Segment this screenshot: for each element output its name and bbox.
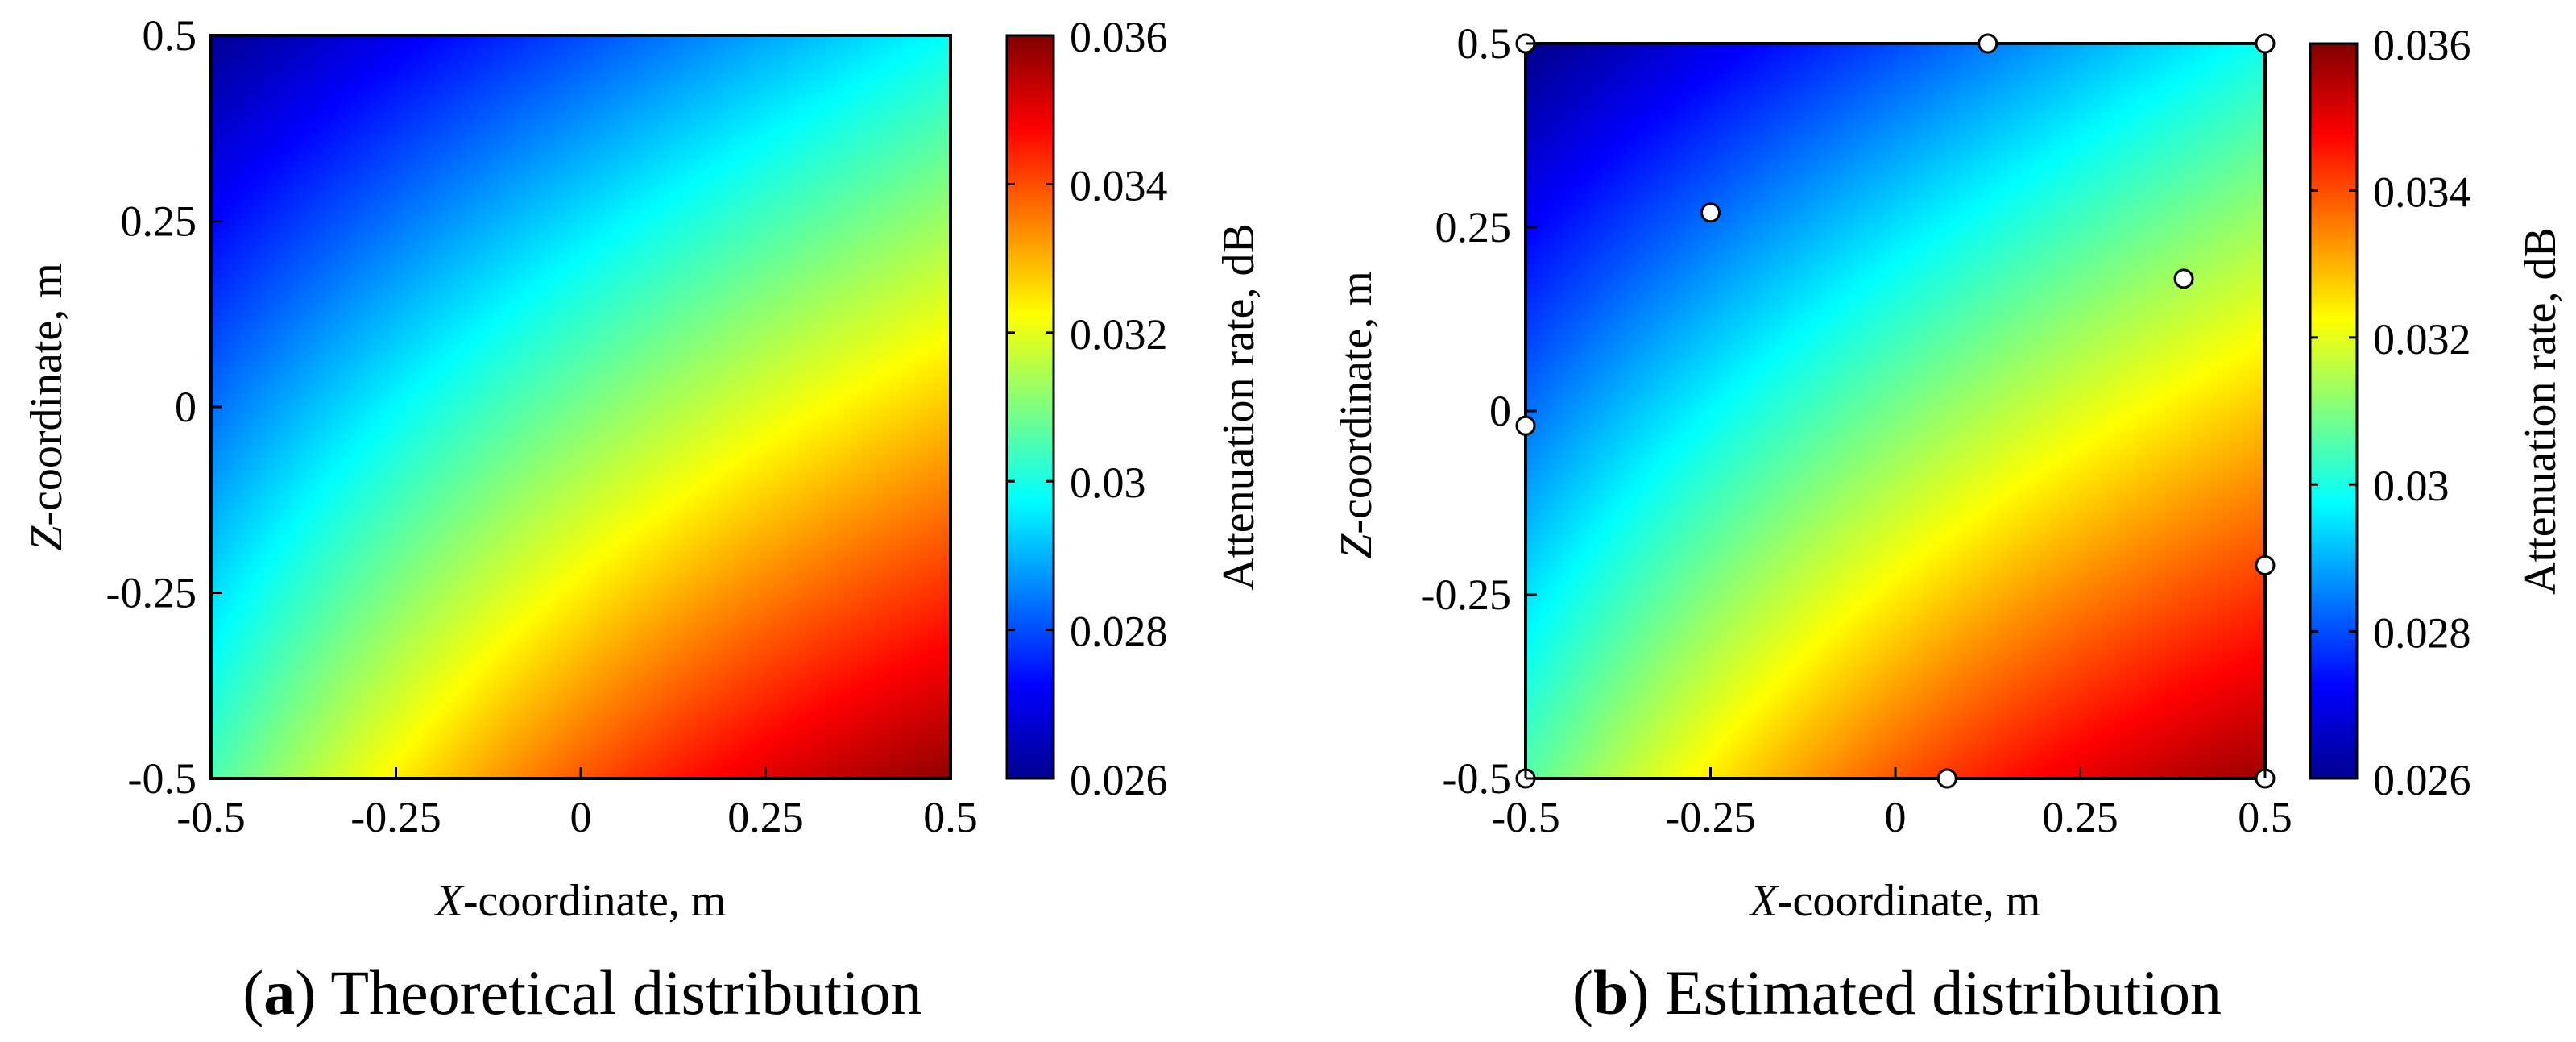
colorbar-tick-label-a: 0.028	[1070, 608, 1168, 656]
y-tick-label-a: 0.25	[121, 197, 197, 246]
y-axis-label-a: Z-coordinate, m	[22, 263, 72, 551]
y-tick-label-a: -0.25	[106, 569, 197, 617]
y-ticks-a: -0.5 -0.25 0 0.25 0.5	[106, 11, 222, 803]
x-tick-label-b: 0.25	[2042, 793, 2118, 841]
colorbar-tick-label-a: 0.032	[1070, 310, 1168, 359]
x-tick-label-b: 0.5	[2238, 793, 2292, 841]
x-tick-label-a: 0	[570, 793, 592, 841]
sensor-point	[1936, 768, 1957, 789]
x-axis-label-b: X-coordinate, m	[1749, 876, 2041, 926]
y-tick-label-b: -0.25	[1421, 571, 1511, 619]
colorbar-a	[1005, 34, 1055, 780]
y-tick-label-b: 0.5	[1457, 19, 1512, 68]
x-tick-label-b: 0	[1885, 793, 1907, 841]
colorbar-tick-label-b: 0.036	[2373, 21, 2471, 69]
colorbar-tick-label-a: 0.03	[1070, 459, 1146, 507]
colorbar-tick-label-a: 0.034	[1070, 161, 1168, 210]
y-tick-label-a: -0.5	[128, 754, 197, 803]
colorbar-tick-label-b: 0.034	[2373, 168, 2471, 216]
y-tick-label-b: -0.5	[1443, 754, 1511, 803]
x-tick-label-a: 0.5	[923, 793, 978, 841]
y-tick-label-a: 0.5	[143, 11, 197, 60]
colorbar-label-b: Attenuation rate, dB	[2516, 227, 2566, 595]
x-tick-label-b: -0.25	[1665, 793, 1755, 841]
heatmap-a	[211, 35, 950, 778]
x-tick-label-a: -0.25	[350, 793, 441, 841]
panel-b-estimated: -0.5 -0.25 0 0.25 0.5 -0.5 -0.25 0 0.25 0.5 X-co…	[1331, 19, 2566, 1027]
sensor-points-b	[1515, 33, 2276, 789]
x-tick-label-a: -0.5	[176, 793, 245, 841]
sensor-point	[1515, 415, 1536, 436]
colorbar-ticks-b: 0.026 0.028 0.03 0.032 0.034 0.036	[2310, 21, 2471, 804]
colorbar-tick-label-b: 0.026	[2373, 756, 2471, 804]
x-ticks-a: -0.5 -0.25 0 0.25 0.5	[176, 767, 978, 841]
caption-b: (b) Estimated distribution	[1572, 957, 2222, 1027]
x-tick-label-a: 0.25	[727, 793, 804, 841]
x-tick-label-b: -0.5	[1491, 793, 1559, 841]
sensor-point	[2255, 555, 2276, 576]
y-tick-label-b: 0	[1489, 387, 1511, 435]
colorbar-tick-label-b: 0.028	[2373, 609, 2471, 658]
colorbar-tick-label-b: 0.03	[2373, 462, 2450, 510]
y-axis-label-b: Z-coordinate, m	[1331, 271, 1381, 559]
sensor-point	[1978, 33, 1998, 54]
colorbar-tick-label-a: 0.026	[1070, 756, 1168, 804]
sensor-point	[1700, 202, 1721, 223]
colorbar-tick-label-a: 0.036	[1070, 13, 1168, 61]
colorbar-tick-label-b: 0.032	[2373, 315, 2471, 363]
y-ticks-b: -0.5 -0.25 0 0.25 0.5	[1421, 19, 1537, 803]
colorbar-ticks-a: 0.026 0.028 0.03 0.032 0.034 0.036	[1007, 13, 1168, 804]
y-tick-label-a: 0	[175, 383, 197, 431]
x-axis-label-a: X-coordinate, m	[434, 876, 727, 926]
heatmap-b	[1526, 44, 2265, 778]
colorbar-label-a: Attenuation rate, dB	[1214, 223, 1264, 591]
caption-a: (a) Theoretical distribution	[242, 957, 921, 1027]
sensor-point	[2255, 33, 2276, 54]
panel-a-theoretical: -0.5 -0.25 0 0.25 0.5 -0.5 -0.25 0 0.25 0.5 X-co…	[22, 11, 1264, 1027]
sensor-point	[2173, 268, 2194, 289]
x-ticks-b: -0.5 -0.25 0 0.25 0.5	[1491, 767, 2292, 841]
y-tick-label-b: 0.25	[1435, 203, 1512, 251]
colorbar-b	[2309, 42, 2359, 780]
